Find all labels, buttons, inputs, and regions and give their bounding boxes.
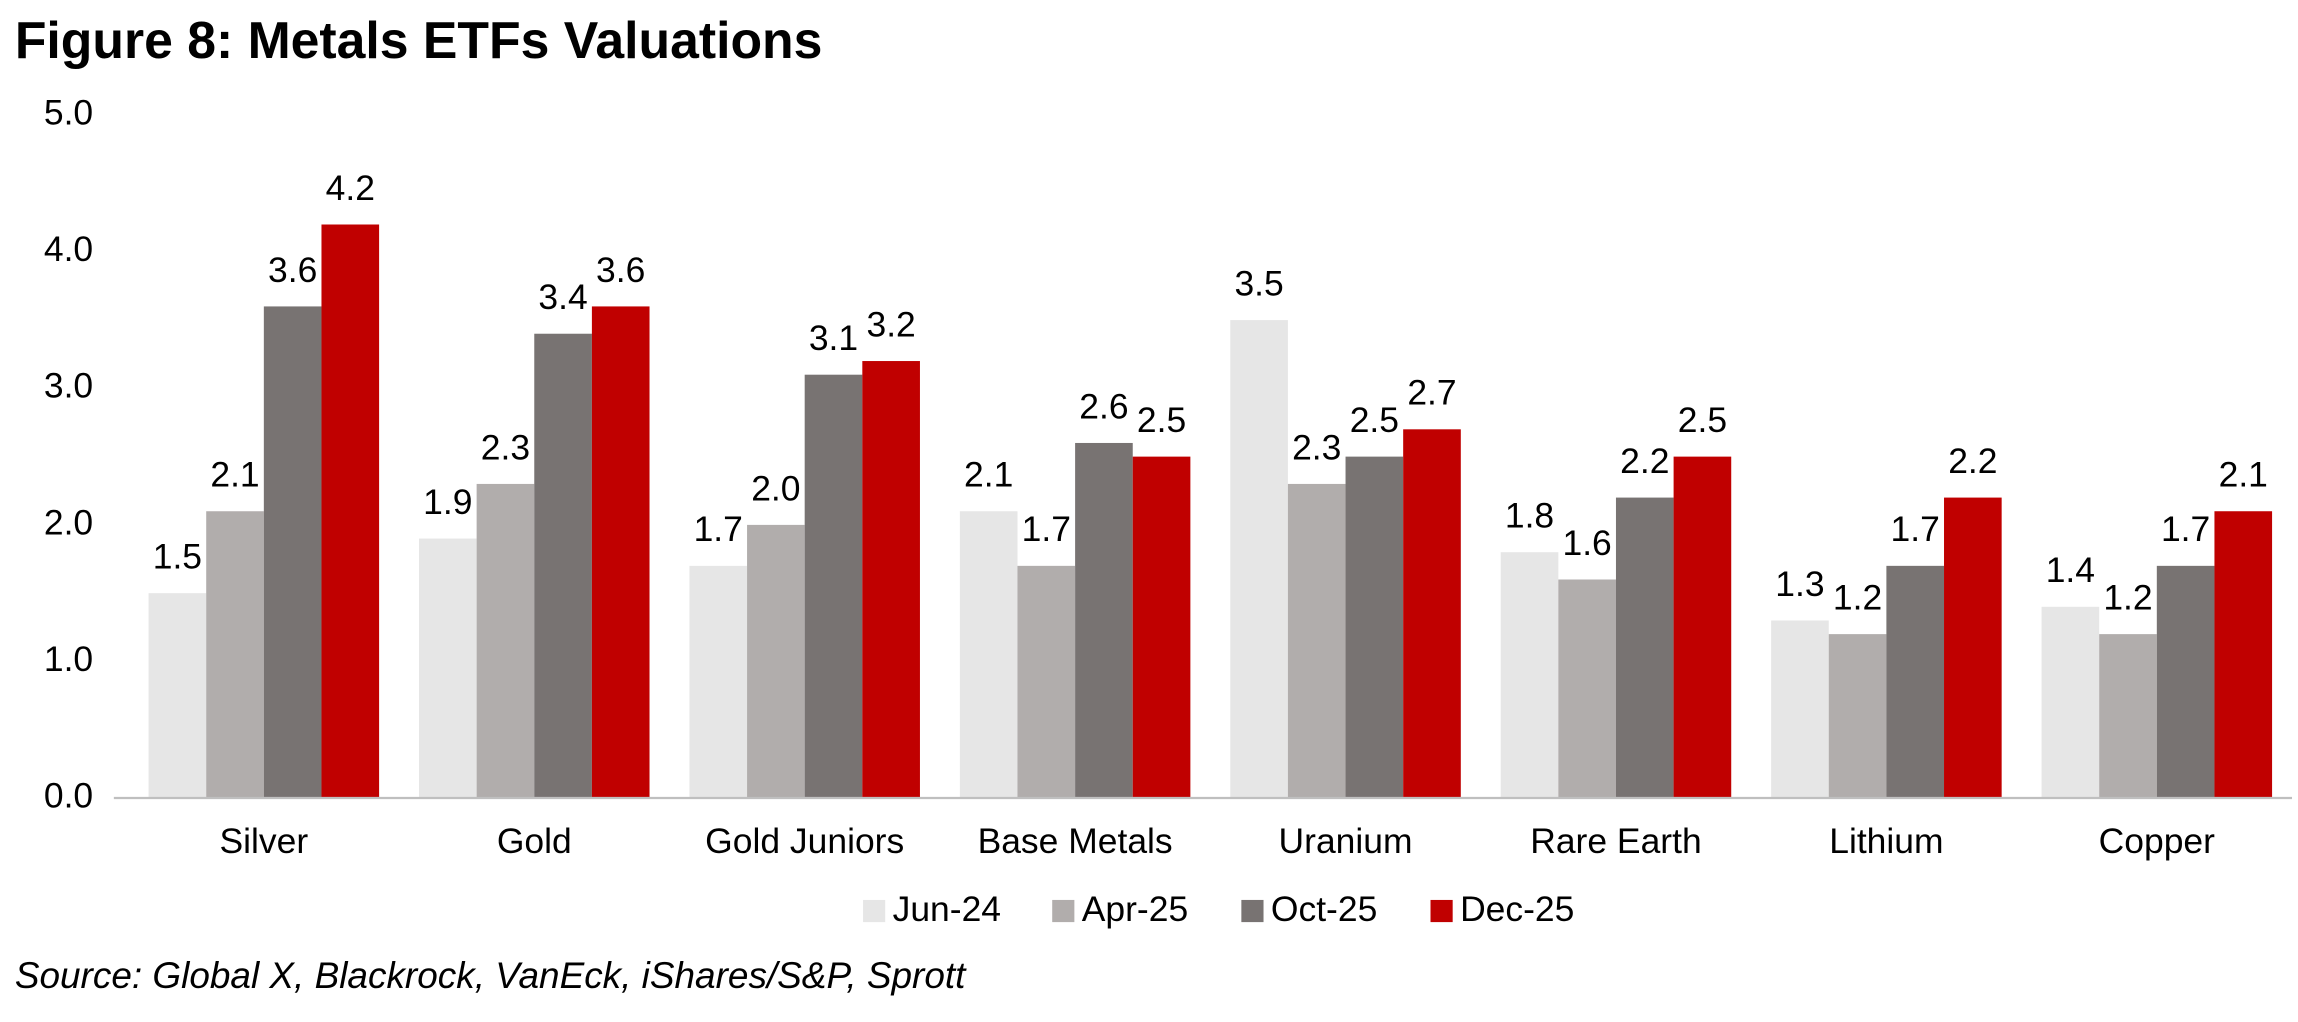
y-tick-label: 1.0 <box>44 639 93 679</box>
value-label: 2.1 <box>964 455 1013 495</box>
bar <box>1615 497 1674 798</box>
value-label: 3.1 <box>809 318 858 358</box>
value-label: 1.9 <box>423 482 472 522</box>
value-label: 2.7 <box>1407 373 1456 413</box>
value-label: 1.7 <box>1891 509 1940 549</box>
value-label: 1.6 <box>1562 523 1611 563</box>
bar <box>747 524 805 798</box>
legend-label: Apr-25 <box>1082 889 1188 929</box>
legend-label: Jun-24 <box>893 889 1001 929</box>
source-note: Source: Global X, Blackrock, VanEck, iSh… <box>15 955 967 996</box>
value-label: 4.2 <box>326 168 375 208</box>
bar <box>862 361 920 798</box>
value-label: 2.1 <box>210 455 259 495</box>
y-tick-label: 4.0 <box>44 229 93 269</box>
bar <box>1345 456 1404 798</box>
bar <box>2156 565 2215 798</box>
value-label: 2.5 <box>1137 400 1186 440</box>
value-label: 2.5 <box>1350 400 1399 440</box>
value-label: 2.1 <box>2219 455 2268 495</box>
bar <box>2214 511 2273 798</box>
bar <box>804 374 863 798</box>
bar <box>2099 634 2157 798</box>
value-label: 2.6 <box>1079 386 1128 426</box>
value-label: 2.2 <box>1948 441 1997 481</box>
y-tick-label: 5.0 <box>44 93 93 133</box>
y-tick-label: 3.0 <box>44 366 93 406</box>
legend-swatch <box>863 899 886 923</box>
value-label: 1.8 <box>1505 496 1554 536</box>
bar <box>959 511 1018 798</box>
bar <box>476 483 535 798</box>
x-tick-label: Uranium <box>1279 821 1413 861</box>
bar <box>1403 429 1461 798</box>
value-label: 1.4 <box>2046 550 2095 590</box>
bar <box>1500 552 1559 798</box>
bar <box>1017 565 1076 798</box>
bar <box>1828 634 1887 798</box>
y-tick-label: 0.0 <box>44 775 93 815</box>
bar <box>206 511 264 798</box>
bar <box>1287 483 1346 798</box>
value-label: 1.5 <box>153 537 202 577</box>
bar <box>2041 606 2100 798</box>
bar <box>1132 456 1191 798</box>
value-label: 3.4 <box>538 277 587 317</box>
value-label: 3.5 <box>1234 263 1283 303</box>
bar <box>591 306 650 798</box>
value-label: 3.6 <box>596 250 645 290</box>
x-tick-label: Rare Earth <box>1530 821 1701 861</box>
x-tick-label: Gold Juniors <box>705 821 904 861</box>
bar <box>1771 620 1829 798</box>
bar <box>1944 497 2002 798</box>
chart-title: Figure 8: Metals ETFs Valuations <box>15 11 823 69</box>
bar <box>1075 442 1133 798</box>
value-label: 2.3 <box>1292 427 1341 467</box>
bar <box>1886 565 1945 798</box>
value-label: 1.7 <box>2161 509 2210 549</box>
legend-swatch <box>1241 899 1264 923</box>
bar <box>689 565 748 798</box>
x-tick-label: Copper <box>2099 821 2215 861</box>
x-tick-label: Lithium <box>1829 821 1943 861</box>
x-tick-label: Base Metals <box>978 821 1173 861</box>
value-label: 2.3 <box>481 427 530 467</box>
legend-swatch <box>1430 899 1453 923</box>
bar <box>1673 456 1732 798</box>
value-label: 1.2 <box>2103 577 2152 617</box>
value-label: 2.5 <box>1678 400 1727 440</box>
value-label: 2.0 <box>751 468 800 508</box>
x-tick-label: Silver <box>220 821 309 861</box>
value-label: 1.3 <box>1775 564 1824 604</box>
legend-label: Dec-25 <box>1460 889 1574 929</box>
value-label: 1.7 <box>694 509 743 549</box>
value-label: 1.2 <box>1833 577 1882 617</box>
value-label: 2.2 <box>1620 441 1669 481</box>
x-tick-label: Gold <box>497 821 572 861</box>
value-label: 3.6 <box>268 250 317 290</box>
legend-swatch <box>1052 899 1075 923</box>
bar <box>418 538 477 798</box>
bar <box>534 333 592 798</box>
bar <box>263 306 322 798</box>
value-label: 1.7 <box>1022 509 1071 549</box>
bar <box>321 224 380 798</box>
bar <box>1230 320 1288 798</box>
bar <box>1558 579 1616 798</box>
legend-label: Oct-25 <box>1271 889 1377 929</box>
value-label: 3.2 <box>866 304 915 344</box>
bar <box>148 593 207 798</box>
y-tick-label: 2.0 <box>44 502 93 542</box>
